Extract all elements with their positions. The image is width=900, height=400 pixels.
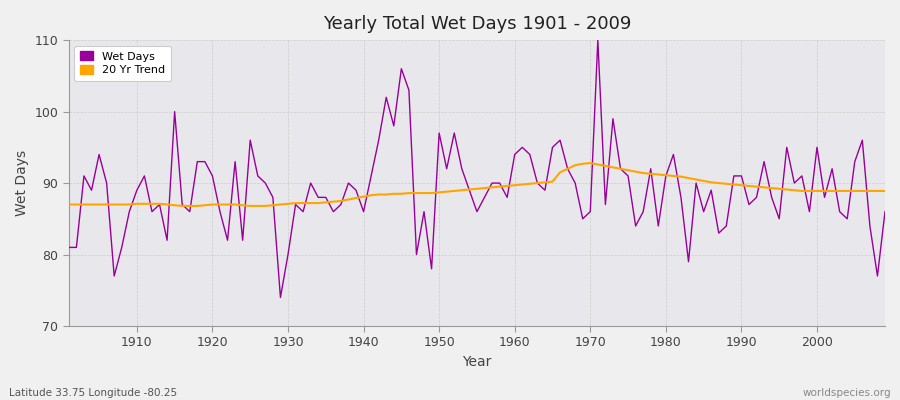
Text: Latitude 33.75 Longitude -80.25: Latitude 33.75 Longitude -80.25: [9, 388, 177, 398]
Text: worldspecies.org: worldspecies.org: [803, 388, 891, 398]
X-axis label: Year: Year: [463, 355, 491, 369]
Title: Yearly Total Wet Days 1901 - 2009: Yearly Total Wet Days 1901 - 2009: [323, 15, 631, 33]
Y-axis label: Wet Days: Wet Days: [15, 150, 29, 216]
Legend: Wet Days, 20 Yr Trend: Wet Days, 20 Yr Trend: [75, 46, 171, 81]
